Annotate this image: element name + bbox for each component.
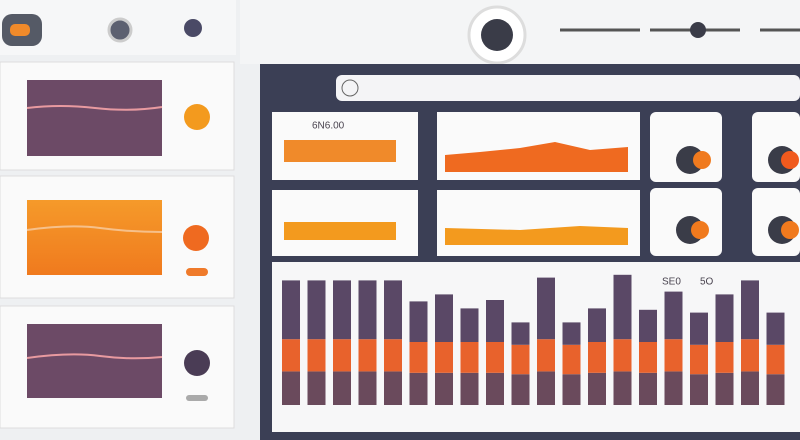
bar-segment (486, 342, 504, 373)
bar-segment (409, 342, 428, 373)
bar-segment (741, 280, 759, 340)
bar-chart (282, 274, 785, 405)
pill (186, 268, 208, 276)
bar-segment (588, 372, 606, 405)
donut (693, 151, 711, 169)
button[interactable] (107, 17, 133, 43)
bar-segment (690, 312, 708, 345)
bar-segment (741, 371, 759, 405)
bar-segment (333, 339, 351, 372)
search-bar[interactable] (336, 75, 800, 101)
bar-strip (284, 140, 396, 162)
bar-segment (537, 339, 555, 372)
bar-segment (282, 280, 300, 340)
status-dot (184, 350, 210, 376)
area-chart (445, 142, 628, 172)
mini-chart (27, 80, 162, 156)
search-icon (341, 79, 359, 97)
bar-segment (690, 344, 708, 375)
mini-line (26, 225, 163, 233)
donut (691, 221, 709, 239)
bar-segment (613, 274, 632, 340)
card-label: 5O (700, 277, 714, 288)
status-dot (184, 104, 210, 130)
bar-segment (766, 374, 785, 405)
pill (186, 395, 208, 401)
bar-segment (537, 277, 555, 340)
bar-segment (460, 342, 479, 373)
bar-segment (384, 371, 402, 405)
bar-segment (511, 344, 530, 375)
bar-segment (715, 372, 734, 405)
mini-line (26, 353, 163, 360)
card-label: SE0 (662, 277, 681, 288)
donut (781, 221, 799, 239)
bar-segment (690, 374, 708, 405)
bar-segment (358, 339, 377, 372)
bar-segment (715, 294, 734, 342)
status-dot (183, 225, 209, 251)
card (437, 190, 640, 256)
bar-segment (384, 280, 402, 340)
bar-segment (333, 280, 351, 340)
bar-segment (715, 342, 734, 373)
bar-segment (460, 372, 479, 405)
bar-segment (613, 371, 632, 405)
bar-segment (664, 339, 683, 372)
bar-segment (307, 339, 326, 372)
area-chart (445, 226, 628, 245)
left-column (0, 0, 236, 429)
bar-segment (511, 374, 530, 405)
bar-segment (460, 308, 479, 342)
toggle-knob (10, 24, 30, 36)
bar-segment (358, 280, 377, 340)
bar-strip (284, 222, 396, 240)
bar-segment (537, 371, 555, 405)
knob-center (481, 19, 513, 51)
bar-segment (409, 372, 428, 405)
bar-segment (511, 322, 530, 345)
bar-segment (358, 371, 377, 405)
bar-segment (639, 342, 657, 373)
bar-segment (562, 374, 581, 405)
donut (781, 151, 799, 169)
bar-segment (384, 339, 402, 372)
bar-segment (435, 294, 453, 342)
bar-segment (486, 372, 504, 405)
bar-segment (664, 291, 683, 340)
button[interactable] (184, 19, 202, 37)
bar-segment (409, 301, 428, 342)
card-label: 6N6.00 (312, 121, 345, 132)
bar-segment (588, 342, 606, 373)
bar-segment (307, 371, 326, 405)
slider-knob[interactable] (690, 22, 706, 38)
bar-segment (307, 280, 326, 340)
mini-chart (27, 324, 162, 398)
mini-chart (27, 200, 162, 275)
bar-segment (766, 344, 785, 375)
bar-segment (588, 308, 606, 342)
bar-segment (486, 300, 504, 342)
bar-segment (562, 322, 581, 345)
bar-segment (613, 339, 632, 372)
bar-segment (435, 372, 453, 405)
bar-segment (639, 309, 657, 342)
bar-segment (664, 371, 683, 405)
bar-segment (333, 371, 351, 405)
bar-segment (435, 342, 453, 373)
bar-segment (282, 371, 300, 405)
mini-line (26, 105, 163, 111)
bar-segment (766, 312, 785, 345)
bar-segment (741, 339, 759, 372)
bar-segment (562, 344, 581, 375)
bar-segment (639, 372, 657, 405)
bar-segment (282, 339, 300, 372)
